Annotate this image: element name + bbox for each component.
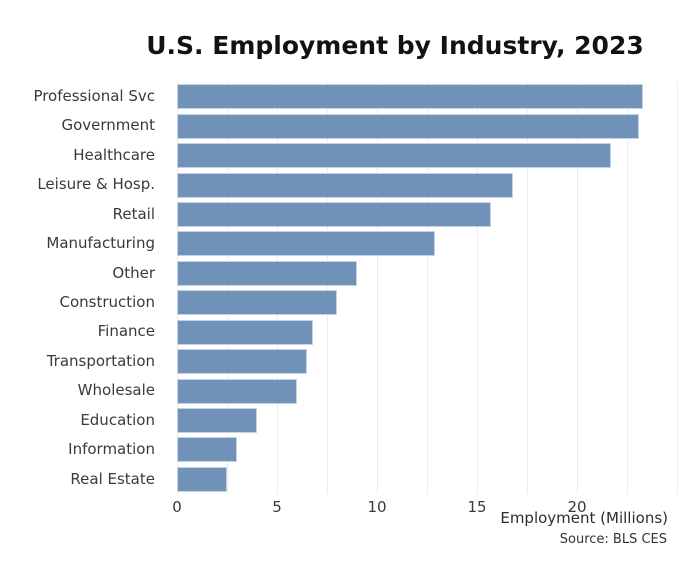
category-label: Leisure & Hosp. — [37, 175, 155, 194]
plot-area — [176, 82, 690, 494]
bar-construction — [177, 290, 337, 316]
gridline — [626, 82, 628, 494]
y-axis-labels: Professional Svc Government Healthcare Leis… — [0, 82, 155, 494]
gridline — [176, 82, 178, 494]
category-label: Manufacturing — [46, 234, 155, 253]
bar-other — [177, 260, 357, 286]
source-label: Source: BLS CES — [559, 532, 667, 547]
bar-government — [177, 113, 639, 139]
bar-information — [177, 437, 237, 463]
x-tick-label: 10 — [367, 498, 387, 516]
category-label: Wholesale — [77, 381, 155, 400]
gridline — [376, 82, 378, 494]
bar-wholesale — [177, 378, 297, 404]
category-label: Education — [80, 410, 155, 429]
category-label: Transportation — [46, 351, 155, 370]
gridline — [276, 82, 278, 494]
bar-education — [177, 407, 257, 433]
category-label: Retail — [112, 204, 155, 223]
category-label: Real Estate — [70, 469, 155, 488]
bar-leisure-hosp — [177, 172, 513, 198]
gridline — [326, 82, 328, 494]
gridline — [576, 82, 578, 494]
x-tick-label: 15 — [467, 498, 487, 516]
bar-finance — [177, 319, 313, 345]
category-label: Finance — [97, 322, 155, 341]
category-label: Professional Svc — [33, 87, 155, 105]
x-tick-label: 20 — [567, 498, 587, 516]
bar-manufacturing — [177, 231, 435, 257]
gridline — [676, 82, 678, 494]
x-tick-label: 0 — [172, 498, 182, 516]
x-tick-label: 5 — [272, 498, 282, 516]
gridline — [426, 82, 428, 494]
category-label: Government — [61, 116, 155, 135]
category-label: Healthcare — [73, 145, 155, 164]
gridline — [526, 82, 528, 494]
gridline — [476, 82, 478, 494]
bar-professional-svc — [177, 84, 643, 110]
category-label: Other — [112, 263, 155, 282]
bar-healthcare — [177, 143, 611, 169]
category-label: Construction — [59, 293, 155, 311]
bar-retail — [177, 201, 491, 227]
x-axis-label: Employment (Millions) — [500, 509, 668, 527]
bar-transportation — [177, 349, 307, 375]
category-label: Information — [68, 440, 155, 459]
bar-real-estate — [177, 466, 227, 492]
chart-title: U.S. Employment by Industry, 2023 — [146, 31, 644, 60]
gridline — [226, 82, 228, 494]
